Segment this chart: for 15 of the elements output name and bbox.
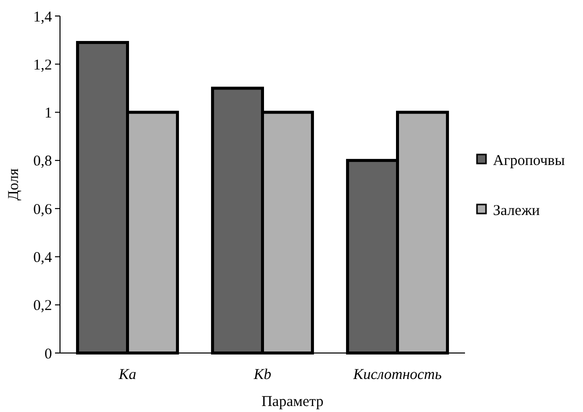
x-axis-title: Параметр [261,394,324,410]
legend-label: Агропочвы [493,152,565,169]
x-tick-label: Kb [252,367,272,383]
y-tick-label: 0 [44,346,52,362]
y-tick-label: 0,4 [33,250,52,266]
x-tick-label: Ka [118,367,136,383]
legend-label: Залежи [493,202,540,219]
y-tick-label: 1,2 [33,57,52,74]
y-tick-label: 0,2 [33,298,52,314]
y-tick-label: 1,4 [33,9,52,26]
x-tick-label: Кислотность [352,367,442,383]
y-tick-label: 1 [44,106,52,122]
y-tick-label: 0,6 [33,202,52,218]
y-axis-title: Доля [6,168,22,200]
y-tick-label: 0,8 [33,154,52,170]
